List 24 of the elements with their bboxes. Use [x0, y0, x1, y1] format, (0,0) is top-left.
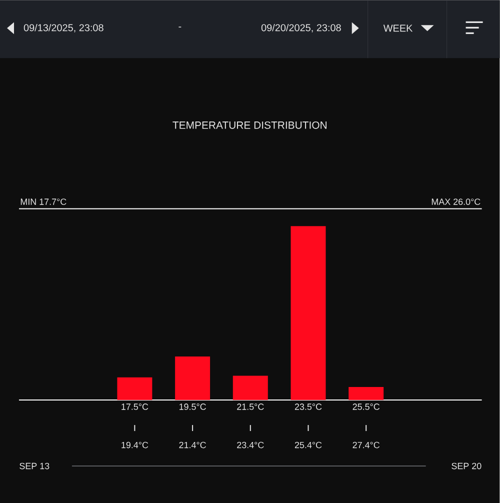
x-tick-label: 23.5°C [295, 404, 322, 410]
text: 19.4°C [122, 442, 148, 448]
text: - [178, 26, 182, 28]
text: SEP 20 [452, 462, 482, 470]
chart-title: TEMPERATURE DISTRIBUTION [172, 121, 327, 129]
x-tick-label: 25.5°C [352, 404, 380, 410]
text: MAX 26.0°C [432, 198, 480, 205]
bar [233, 376, 268, 400]
text: SEP 13 [20, 462, 50, 470]
x-tick-label: 19.5°C [180, 404, 206, 410]
text: 23.4°C [237, 442, 264, 448]
text: MIN 17.7°C [21, 198, 66, 205]
text: 09/13/2025, 23:08 [24, 24, 104, 32]
text: 21.4°C [179, 442, 206, 448]
x-tick-label: 21.5°C [237, 404, 264, 410]
bar [290, 226, 326, 400]
text: 09/20/2025, 23:08 [262, 24, 341, 32]
text: 27.4°C [352, 442, 380, 448]
bar [348, 386, 384, 400]
text: 25.4°C [295, 442, 322, 448]
bar [175, 356, 210, 400]
x-tick-label: 17.5°C [122, 404, 148, 410]
text: WEEK [384, 24, 413, 32]
bar [117, 377, 152, 400]
